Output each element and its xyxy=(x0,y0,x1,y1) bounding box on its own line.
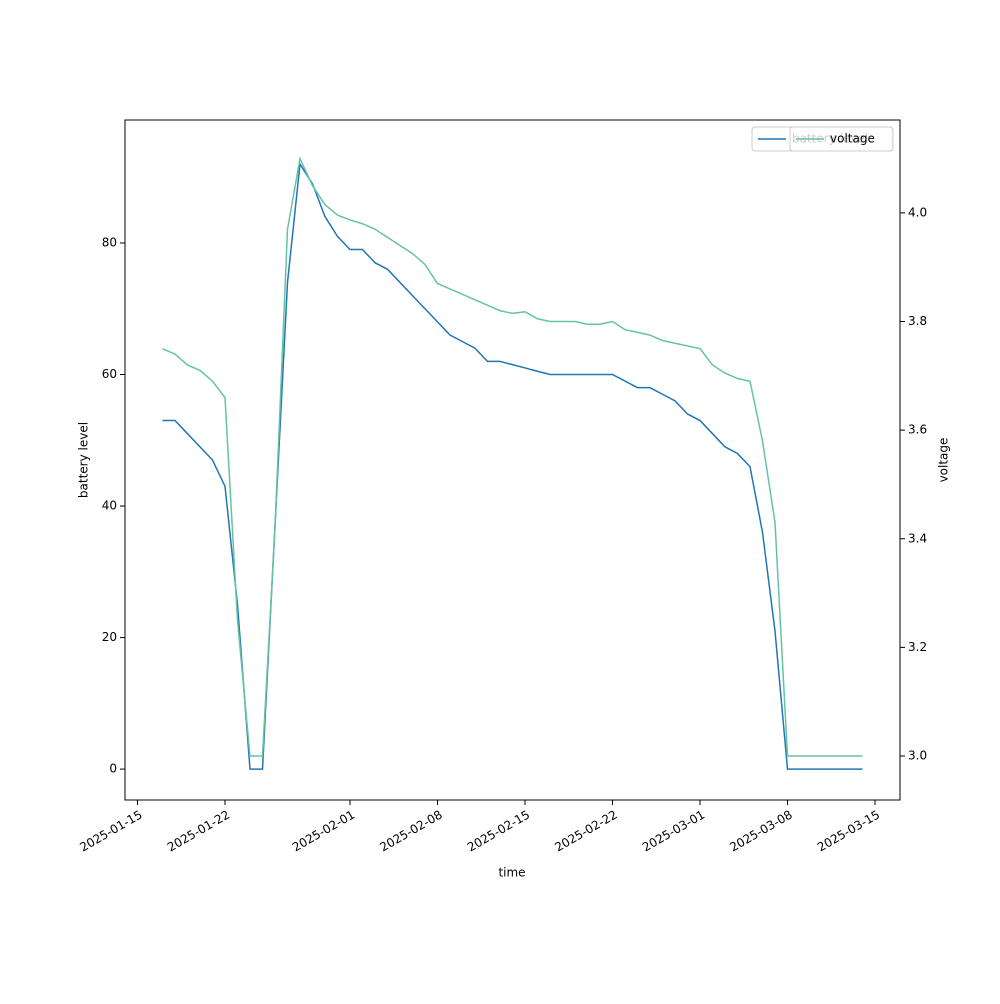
y-tick-label: 40 xyxy=(102,499,117,513)
y2-tick-label: 3.0 xyxy=(908,749,927,763)
x-tick-label: 2025-03-01 xyxy=(640,808,707,855)
y-tick-label: 0 xyxy=(109,762,117,776)
x-tick-label: 2025-03-08 xyxy=(727,808,794,855)
y2-tick-label: 3.6 xyxy=(908,423,927,437)
y-axis-label: battery level xyxy=(77,422,91,498)
legend-box xyxy=(789,126,894,152)
x-tick-label: 2025-02-15 xyxy=(465,808,532,855)
x-axis-label: time xyxy=(498,866,525,880)
y2-axis-label: voltage xyxy=(937,438,951,483)
x-tick-label: 2025-02-22 xyxy=(552,808,619,855)
y-tick-label: 80 xyxy=(102,235,117,249)
y-tick-label: 20 xyxy=(102,630,117,644)
y2-tick-label: 3.8 xyxy=(908,314,927,328)
x-tick-label: 2025-02-01 xyxy=(290,808,357,855)
plot-frame xyxy=(124,119,901,801)
y2-tick-label: 4.0 xyxy=(908,205,927,219)
y2-tick-label: 3.2 xyxy=(908,640,927,654)
x-tick-label: 2025-01-15 xyxy=(77,808,144,855)
x-tick-label: 2025-02-08 xyxy=(377,808,444,855)
legend-label: voltage xyxy=(830,132,875,146)
y-tick-label: 60 xyxy=(102,367,117,381)
line xyxy=(162,156,863,757)
x-tick-label: 2025-01-22 xyxy=(165,808,232,855)
y2-tick-label: 3.4 xyxy=(908,531,927,545)
x-tick-label: 2025-03-15 xyxy=(815,808,882,855)
